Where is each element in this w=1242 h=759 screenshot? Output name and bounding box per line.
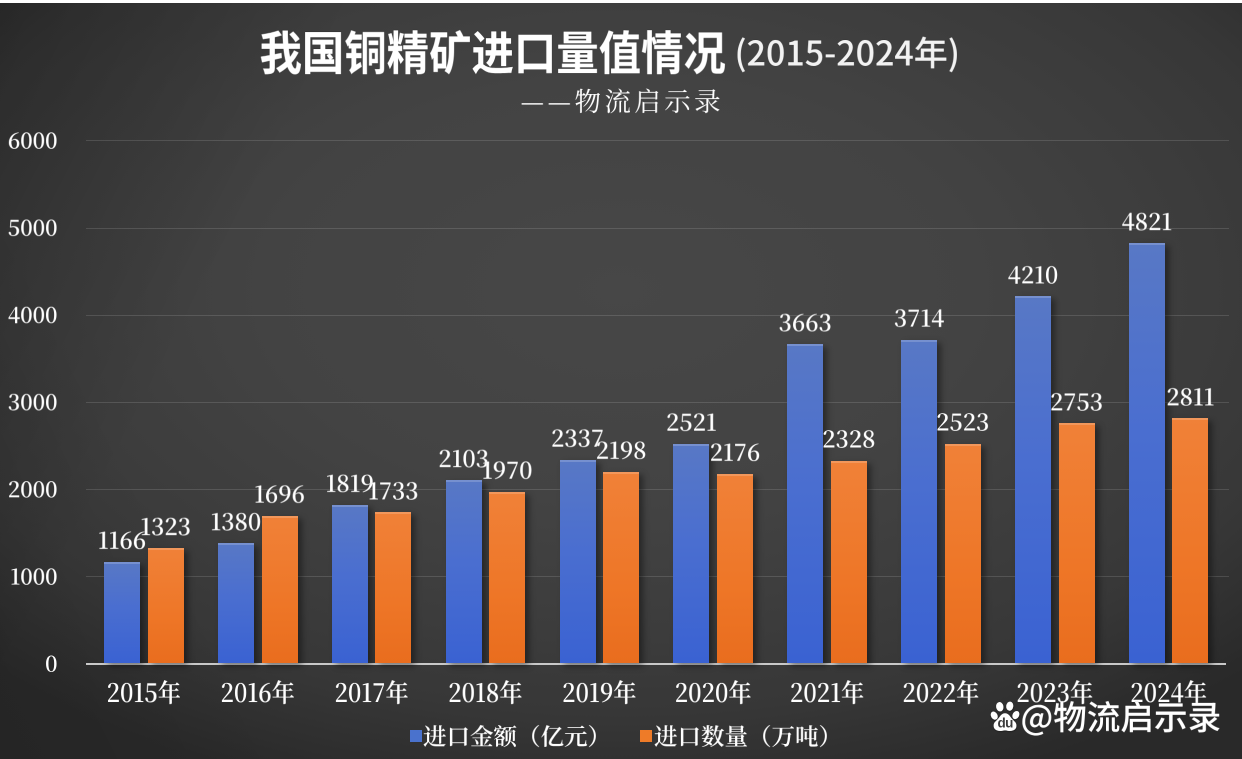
svg-text:du: du <box>997 716 1013 731</box>
